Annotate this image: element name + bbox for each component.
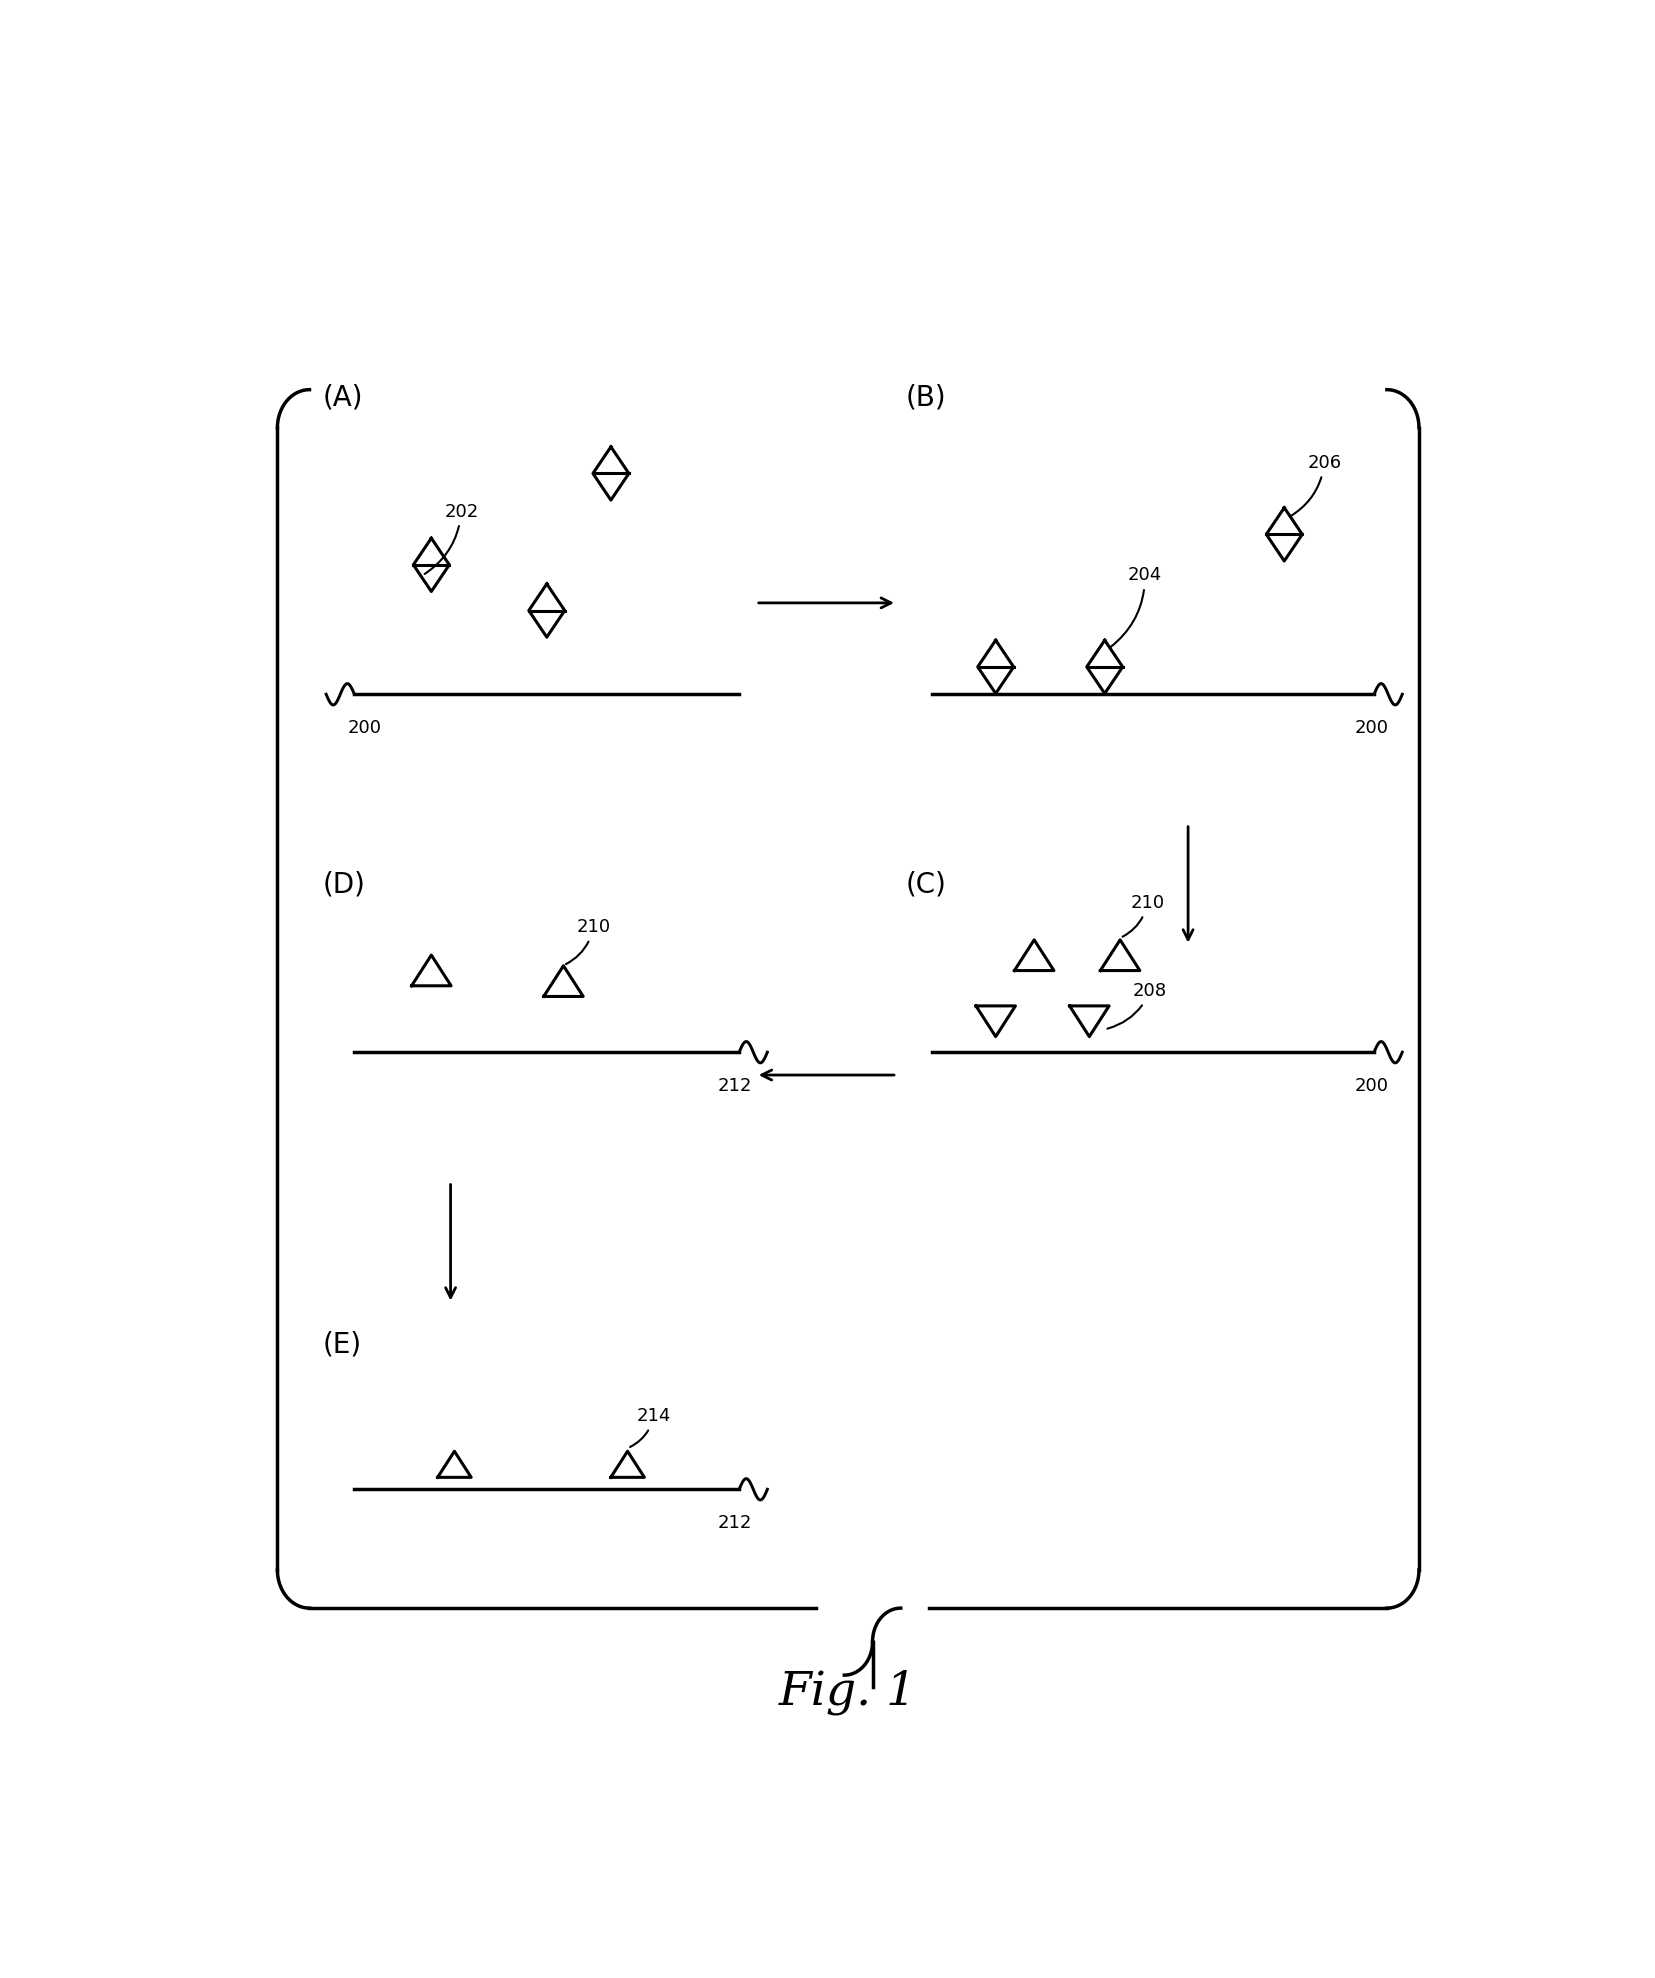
Text: (B): (B) (905, 384, 947, 411)
Text: 210: 210 (566, 918, 611, 963)
Polygon shape (611, 1452, 644, 1478)
Polygon shape (437, 1452, 472, 1478)
Text: 208: 208 (1107, 983, 1167, 1029)
Text: 206: 206 (1291, 453, 1342, 516)
Polygon shape (412, 955, 452, 985)
Text: Fig. 1: Fig. 1 (780, 1669, 917, 1715)
Polygon shape (1015, 940, 1054, 971)
Text: (E): (E) (323, 1331, 361, 1359)
Polygon shape (1069, 1007, 1109, 1036)
Text: 212: 212 (717, 1513, 751, 1531)
Polygon shape (544, 965, 583, 997)
Text: 202: 202 (425, 502, 478, 574)
Text: (C): (C) (905, 870, 947, 898)
Text: 200: 200 (1355, 718, 1389, 736)
Polygon shape (530, 584, 564, 637)
Text: 204: 204 (1111, 566, 1162, 647)
Polygon shape (1087, 641, 1122, 694)
Text: 200: 200 (348, 718, 382, 736)
Polygon shape (592, 447, 629, 500)
Text: 210: 210 (1122, 894, 1165, 938)
Text: (D): (D) (323, 870, 366, 898)
Polygon shape (1101, 940, 1140, 971)
Polygon shape (976, 1007, 1016, 1036)
Text: (A): (A) (323, 384, 362, 411)
Text: 212: 212 (717, 1076, 751, 1094)
Polygon shape (414, 538, 449, 591)
Text: 214: 214 (631, 1406, 670, 1448)
Polygon shape (978, 641, 1013, 694)
Text: 200: 200 (1355, 1076, 1389, 1094)
Polygon shape (1266, 508, 1302, 562)
